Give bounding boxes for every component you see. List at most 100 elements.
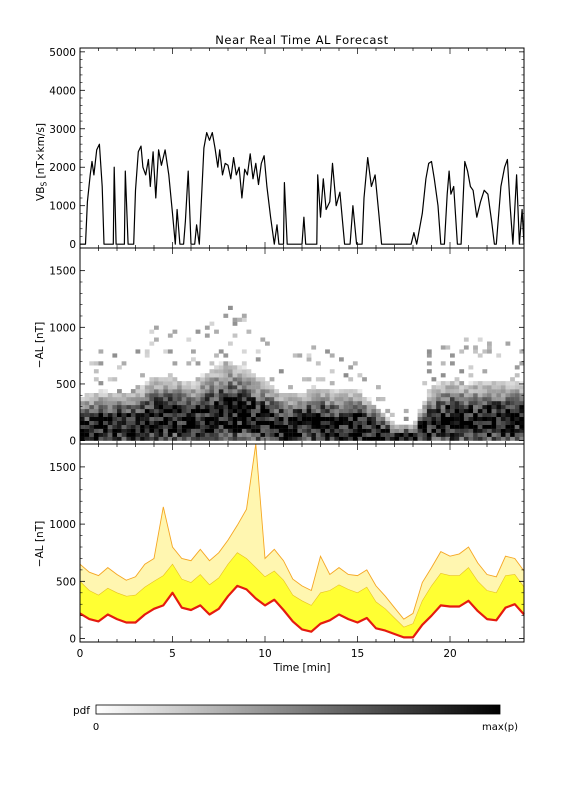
pdf-heatmap-cell [505,424,511,429]
pdf-heatmap-cell [505,420,511,425]
pdf-heatmap-cell [454,381,460,386]
pdf-heatmap-cell [491,416,497,421]
pdf-heatmap-cell [103,404,108,410]
pdf-heatmap-cell [514,373,520,378]
pdf-heatmap-cell [311,420,317,425]
pdf-heatmap-cell [251,428,256,433]
pdf-heatmap-cell [246,400,252,406]
pdf-heatmap-cell [223,397,229,402]
pdf-heatmap-cell [283,400,289,406]
pdf-heatmap-cell [445,393,451,398]
pdf-heatmap-cell [339,412,344,417]
pdf-heatmap-cell [246,373,252,378]
pdf-heatmap-cell [163,420,169,425]
pdf-heatmap-cell [84,393,90,398]
pdf-heatmap-cell [325,416,330,421]
forecast-panel-frame [79,443,525,643]
pdf-heatmap-cell [380,424,386,429]
pdf-heatmap-cell [362,424,367,429]
pdf-heatmap-cell [283,412,289,417]
pdf-heatmap-cell [362,397,367,402]
pdf-heatmap-cell [450,393,455,398]
pdf-heatmap-cell [232,389,238,394]
colorbar-gradient [95,704,501,715]
pdf-heatmap-cell [255,424,261,429]
forecast-y-axis-label: −AL [nT] [34,521,46,567]
pdf-heatmap-cell [158,416,164,421]
pdf-heatmap-cell [519,424,525,429]
pdf-heatmap-cell [500,397,506,402]
pdf-heatmap-cell [163,381,169,386]
pdf-heatmap-cell [265,385,270,390]
pdf-heatmap-cell [209,424,215,429]
pdf-heatmap-cell [292,436,298,441]
pdf-heatmap-cell [519,381,525,386]
pdf-heatmap-cell [191,408,196,414]
pdf-heatmap-cell [209,408,215,414]
pdf-heatmap-cell [209,397,215,402]
pdf-heatmap-cell [241,365,247,370]
pdf-heatmap-cell [325,397,330,402]
pdf-heatmap-cell [440,432,446,437]
pdf-heatmap-cell [436,428,441,433]
pdf-heatmap-cell [445,432,451,437]
pdf-heatmap-cell [126,412,132,417]
pdf-heatmap-cell [163,404,169,410]
pdf-heatmap-cell [505,404,511,410]
pdf-heatmap-cell [246,381,252,386]
pdf-heatmap-cell [204,333,210,338]
pdf-heatmap-cell [500,404,506,410]
pdf-heatmap-cell [228,341,233,346]
pdf-heatmap-cell [241,369,247,374]
pdf-heatmap-cell [274,393,280,398]
pdf-heatmap-cell [519,420,525,425]
pdf-heatmap-cell [154,420,159,425]
pdf-heatmap-cell [463,432,469,437]
pdf-heatmap-cell [320,424,326,429]
pdf-heatmap-cell [394,436,400,441]
pdf-heatmap-cell [473,393,478,398]
pdf-heatmap-cell [204,416,210,421]
pdf-heatmap-cell [426,404,432,410]
pdf-heatmap-cell [260,381,266,386]
pdf-heatmap-cell [260,432,266,437]
pdf-heatmap-cell [473,428,478,433]
pdf-heatmap-cell [126,424,132,429]
pdf-heatmap-cell [149,428,155,433]
pdf-heatmap-cell [463,424,469,429]
pdf-heatmap-cell [413,436,418,441]
pdf-heatmap-cell [200,428,206,433]
pdf-heatmap-cell [436,416,441,421]
pdf-heatmap-cell [413,420,418,425]
pdf-heatmap-cell [204,377,210,382]
pdf-heatmap-cell [232,428,238,433]
pdf-heatmap-cell [241,317,247,322]
vbs-y-axis-label: VBS [nT×km/s] [35,123,49,201]
pdf-heatmap-cell [422,381,428,386]
pdf-heatmap-cell [343,389,349,394]
pdf-heatmap-cell [251,420,256,425]
x-tick-label: 10 [258,648,271,660]
pdf-heatmap-cell [426,400,432,406]
pdf-heatmap-cell [260,400,266,406]
pdf-heatmap-cell [278,416,284,421]
pdf-heatmap-cell [241,313,247,318]
pdf-heatmap-cell [172,381,178,386]
pdf-heatmap-cell [473,389,478,394]
pdf-heatmap-cell [237,393,243,398]
pdf-heatmap-cell [482,416,488,421]
pdf-heatmap-cell [140,408,145,414]
pdf-heatmap-cell [232,321,238,326]
pdf-heatmap-cell [288,424,293,429]
pdf-heatmap-cell [209,416,215,421]
pdf-heatmap-cell [380,436,386,441]
pdf-heatmap-cell [343,393,349,398]
pdf-heatmap-cell [191,381,196,386]
pdf-heatmap-cell [343,424,349,429]
pdf-heatmap-cell [445,385,451,390]
pdf-heatmap-cell [306,389,312,394]
pdf-heatmap-cell [135,420,141,425]
pdf-heatmap-cell [200,377,206,382]
pdf-heatmap-cell [191,357,196,362]
pdf-heatmap-cell [357,436,363,441]
